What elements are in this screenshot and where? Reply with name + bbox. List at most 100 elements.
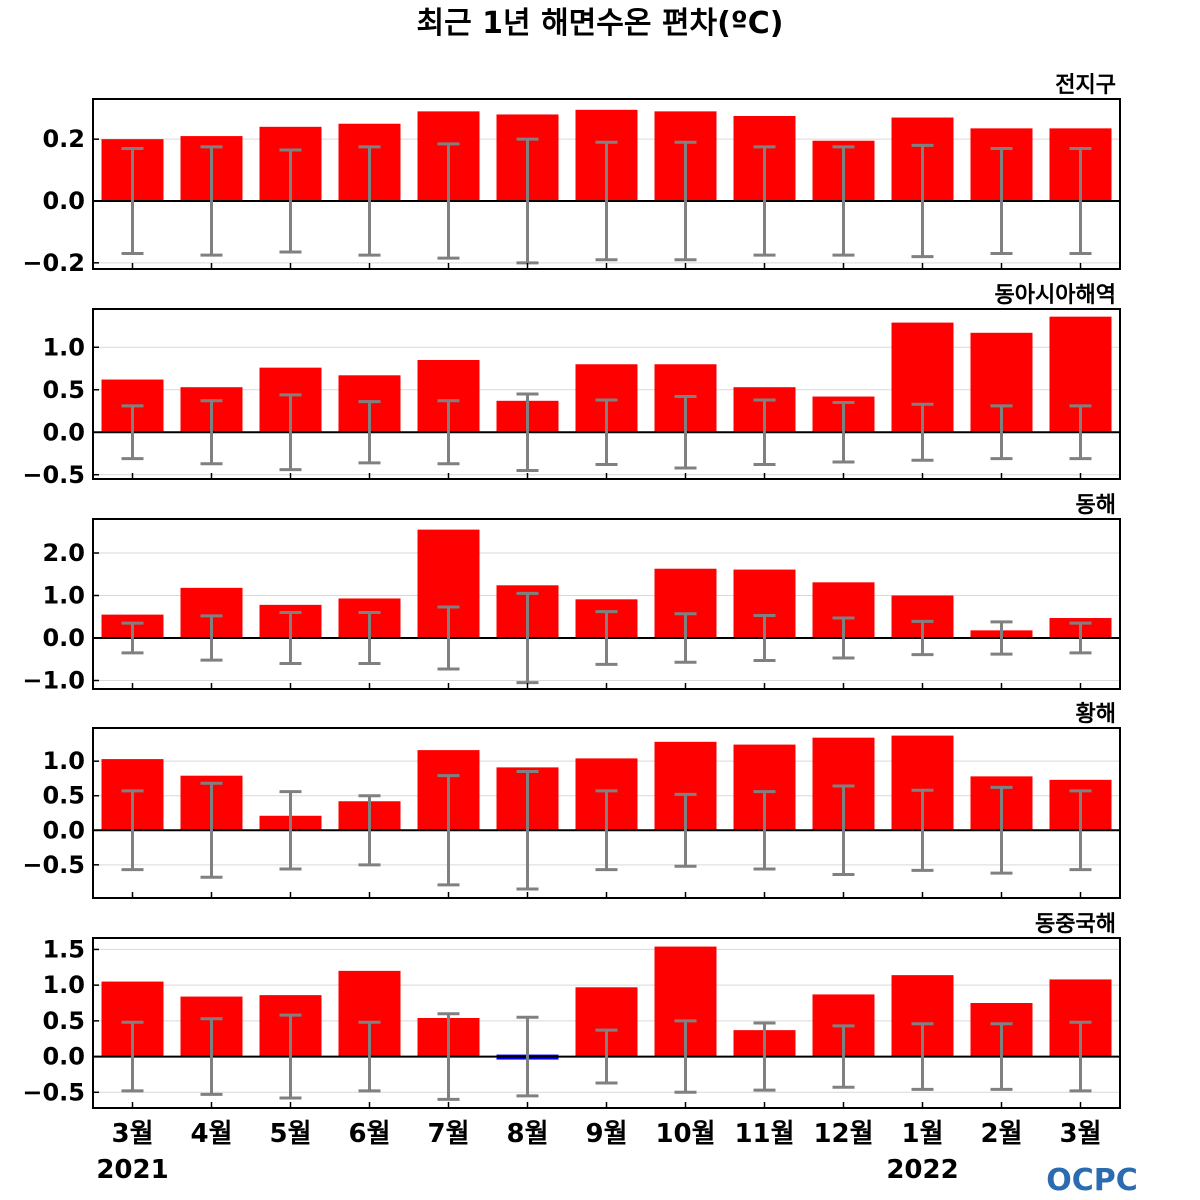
error-bar — [516, 770, 539, 891]
x-tick-label: 11월 — [734, 1119, 794, 1149]
error-bar — [1069, 146, 1092, 256]
error-bar — [832, 1024, 855, 1089]
error-bar — [358, 1020, 381, 1093]
panel-4: −0.5 0.0 0.5 1.0 1.5 동중국해 — [22, 912, 1121, 1109]
y-tick-label: 0.0 — [42, 624, 85, 652]
error-bar — [358, 794, 381, 867]
error-bar — [595, 610, 618, 666]
error-bar — [595, 140, 618, 262]
error-bar — [674, 1019, 697, 1094]
error-bar — [753, 145, 776, 257]
error-bar — [437, 142, 460, 260]
error-bar — [674, 140, 697, 262]
error-bar — [832, 616, 855, 660]
panel-0: −0.2 0.0 0.2 전지구 — [22, 73, 1121, 277]
error-bar — [437, 1012, 460, 1101]
error-bar — [595, 1028, 618, 1085]
error-bar — [121, 789, 144, 872]
x-tick-label: 1월 — [901, 1119, 943, 1149]
error-bar — [753, 1021, 776, 1092]
y-tick-label: 1.0 — [42, 582, 85, 610]
error-bar — [753, 398, 776, 467]
y-tick-label: 1.5 — [42, 935, 85, 963]
x-tick-label: 6월 — [348, 1119, 390, 1149]
panel-name: 동중국해 — [1035, 912, 1116, 937]
error-bar — [832, 784, 855, 877]
panel-name: 황해 — [1076, 702, 1116, 727]
error-bar — [121, 404, 144, 461]
error-bar — [358, 145, 381, 257]
error-bar — [990, 620, 1013, 656]
error-bar — [911, 143, 934, 259]
y-tick-label: 1.0 — [42, 971, 85, 999]
error-bar — [200, 145, 223, 257]
error-bar — [911, 1022, 934, 1091]
error-bar — [279, 393, 302, 472]
error-bar — [674, 792, 697, 868]
y-tick-label: −0.5 — [22, 1078, 85, 1106]
x-tick-label: 7월 — [427, 1119, 469, 1149]
y-tick-label: 0.5 — [42, 782, 85, 810]
error-bar — [990, 1022, 1013, 1091]
x-tick-label: 3월 — [1059, 1119, 1101, 1149]
y-tick-label: 0.0 — [42, 1043, 85, 1071]
error-bar — [200, 614, 223, 662]
y-tick-label: 0.5 — [42, 1007, 85, 1035]
error-bar — [358, 611, 381, 665]
panel-name: 전지구 — [1055, 73, 1116, 98]
error-bar — [595, 398, 618, 467]
error-bar — [279, 148, 302, 254]
x-tick-label: 9월 — [585, 1119, 627, 1149]
year-label: 2022 — [886, 1155, 958, 1185]
error-bar — [832, 401, 855, 464]
error-bar — [595, 789, 618, 872]
error-bar — [121, 1020, 144, 1093]
error-bar — [911, 788, 934, 872]
error-bar — [1069, 1020, 1092, 1093]
error-bar — [279, 790, 302, 871]
x-tick-label: 12월 — [813, 1119, 873, 1149]
error-bar — [990, 404, 1013, 461]
error-bar — [437, 774, 460, 887]
error-bar — [832, 145, 855, 257]
x-tick-label: 8월 — [506, 1119, 548, 1149]
error-bar — [279, 1013, 302, 1100]
error-bar — [753, 613, 776, 663]
error-bar — [516, 591, 539, 685]
error-bar — [1069, 621, 1092, 655]
error-bar — [121, 146, 144, 256]
panel-3: −0.5 0.0 0.5 1.0 황해 — [22, 702, 1121, 899]
error-bar — [911, 619, 934, 657]
error-bar — [990, 146, 1013, 256]
y-tick-label: 0.0 — [42, 418, 85, 446]
y-tick-label: −0.5 — [22, 461, 85, 489]
error-bar — [1069, 789, 1092, 872]
y-tick-label: −0.5 — [22, 851, 85, 879]
x-axis-labels: 3월 4월 5월 6월 7월 8월 9월 10월 11월 12월 1월 2월 3월 2021 2022 — [96, 1119, 1101, 1185]
y-tick-label: 2.0 — [42, 539, 85, 567]
error-bar — [358, 400, 381, 465]
x-tick-label: 2월 — [980, 1119, 1022, 1149]
chart-title: 최근 1년 해면수온 편차(ºC) — [417, 6, 784, 41]
year-label: 2021 — [96, 1155, 168, 1185]
y-tick-label: −1.0 — [22, 667, 85, 695]
panel-2: −1.0 0.0 1.0 2.0 동해 — [22, 493, 1121, 695]
x-tick-label: 10월 — [655, 1119, 715, 1149]
error-bar — [990, 785, 1013, 875]
error-bar — [753, 790, 776, 871]
error-bar — [437, 399, 460, 466]
error-bar — [516, 1015, 539, 1098]
error-bar — [200, 781, 223, 879]
panel-name: 동해 — [1076, 493, 1116, 518]
y-tick-label: −0.2 — [22, 249, 85, 277]
ocpc-logo: OCPC — [1046, 1163, 1138, 1198]
y-tick-label: 1.0 — [42, 333, 85, 361]
error-bar — [200, 1017, 223, 1096]
error-bar — [437, 605, 460, 671]
error-bar — [279, 611, 302, 665]
error-bar — [121, 621, 144, 655]
error-bar — [911, 402, 934, 462]
panel-1: −0.5 0.0 0.5 1.0 동아시아해역 — [22, 283, 1121, 489]
panels-group: −0.2 0.0 0.2 전지구 −0.5 0.0 0.5 1.0 동아시아해역 −1.0 0.0 1… — [22, 73, 1121, 1109]
